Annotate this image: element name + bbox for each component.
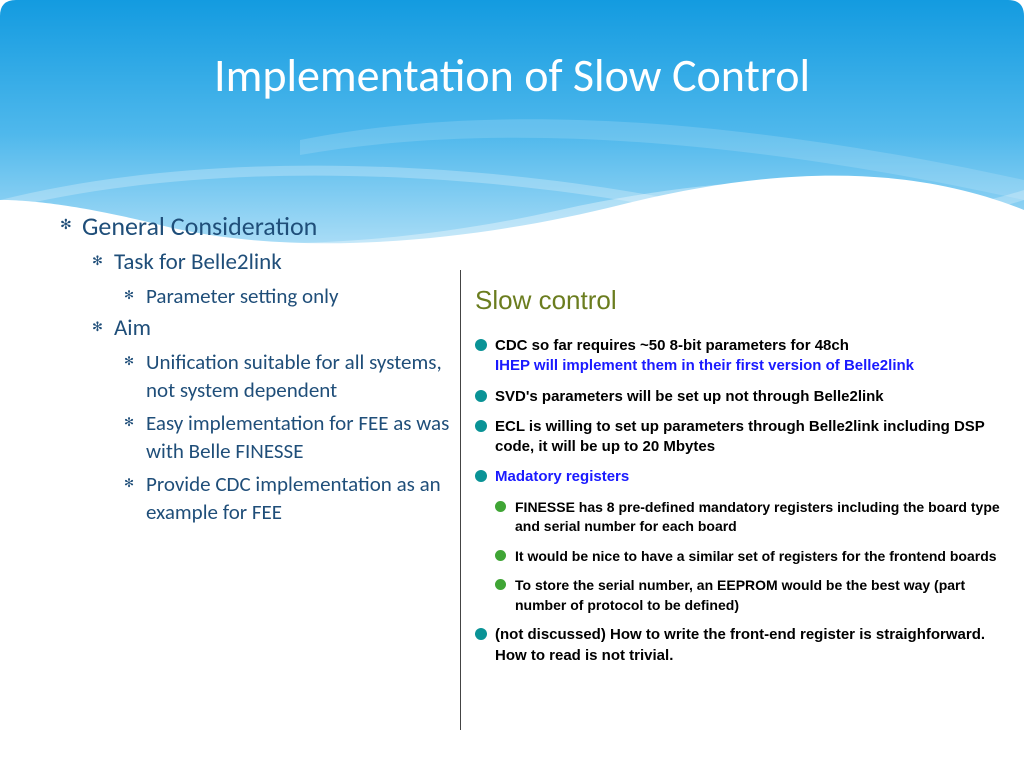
bullet-text: CDC so far requires ~50 8-bit parameters… (495, 337, 849, 354)
bullet-cdc: CDC so far requires ~50 8-bit parameters… (475, 336, 1005, 377)
subbullet-finesse: FINESSE has 8 pre-defined mandatory regi… (495, 498, 1005, 537)
right-heading: Slow control (475, 285, 1005, 316)
bullet-ecl: ECL is willing to set up parameters thro… (475, 417, 1005, 458)
slide-body: General Consideration Task for Belle2lin… (0, 210, 1024, 768)
green-dot-icon (495, 579, 506, 590)
bullet-mandatory: Madatory registers (475, 467, 1005, 487)
subbullet-registers: It would be nice to have a similar set o… (495, 547, 1005, 567)
teal-dot-icon (475, 390, 487, 402)
slide-title: Implementation of Slow Control (0, 48, 1024, 104)
bullet-text: FINESSE has 8 pre-defined mandatory regi… (515, 499, 1000, 535)
bullet-text: It would be nice to have a similar set o… (515, 548, 997, 564)
bullet-subnote: IHEP will implement them in their first … (495, 357, 914, 374)
bullet-text: Madatory registers (495, 468, 629, 485)
bullet-notdiscussed: (not discussed) How to write the front-e… (475, 625, 1005, 666)
outline-aim-item: Provide CDC implementation as an example… (124, 470, 450, 527)
outline-aim-item: Unification suitable for all systems, no… (124, 348, 450, 405)
teal-dot-icon (475, 628, 487, 640)
teal-dot-icon (475, 339, 487, 351)
bullet-text: (not discussed) How to write the front-e… (495, 626, 985, 663)
outline-aim-heading: Aim (92, 314, 450, 344)
outline-aim-item: Easy implementation for FEE as was with … (124, 409, 450, 466)
outline-task-heading: Task for Belle2link (92, 248, 450, 278)
right-panel: Slow control CDC so far requires ~50 8-b… (475, 285, 1005, 676)
green-dot-icon (495, 501, 506, 512)
bullet-text: ECL is willing to set up parameters thro… (495, 418, 985, 455)
teal-dot-icon (475, 420, 487, 432)
vertical-divider (460, 270, 461, 730)
outline-task-item: Parameter setting only (124, 282, 450, 310)
subbullet-eeprom: To store the serial number, an EEPROM wo… (495, 576, 1005, 615)
bullet-svd: SVD's parameters will be set up not thro… (475, 387, 1005, 407)
left-outline: General Consideration Task for Belle2lin… (0, 210, 460, 768)
outline-heading: General Consideration (60, 210, 450, 242)
bullet-text: To store the serial number, an EEPROM wo… (515, 577, 965, 613)
bullet-text: SVD's parameters will be set up not thro… (495, 388, 884, 405)
teal-dot-icon (475, 470, 487, 482)
green-dot-icon (495, 550, 506, 561)
